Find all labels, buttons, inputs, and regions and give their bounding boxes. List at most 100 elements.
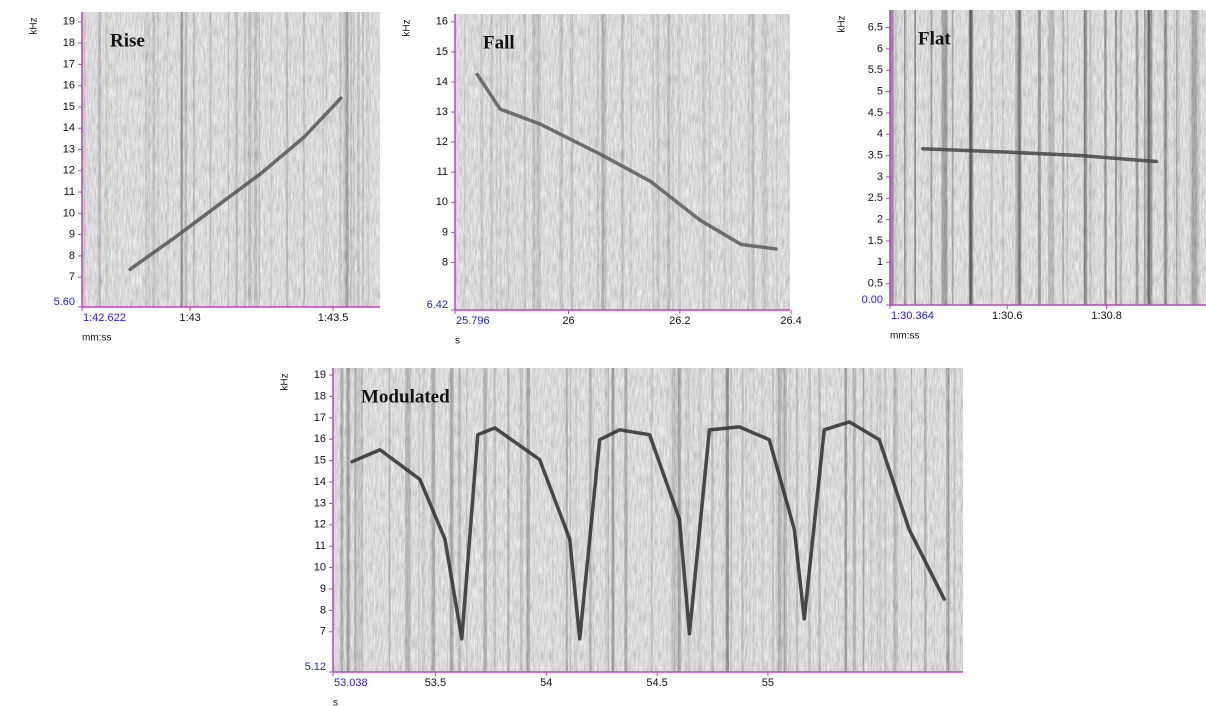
noise-streak — [779, 368, 782, 672]
noise-streak — [524, 14, 526, 310]
y-tick-label: 2.5 — [868, 192, 883, 204]
noise-streak — [968, 10, 972, 305]
noise-streak — [685, 368, 687, 672]
noise-streak — [254, 12, 258, 307]
noise-streak — [97, 12, 101, 307]
noise-streak — [559, 14, 563, 310]
noise-streak — [1066, 10, 1069, 305]
noise-streak — [752, 14, 755, 310]
noise-streak — [777, 368, 782, 672]
noise-streak — [1193, 10, 1197, 305]
noise-streak — [209, 12, 212, 307]
y-tick-label: 12 — [63, 165, 75, 177]
y-tick-label: 19 — [314, 369, 326, 381]
x-axis-label: mm:ss — [82, 333, 111, 344]
noise-streak — [499, 14, 502, 310]
y-tick-label: 19 — [63, 16, 75, 28]
noise-streak — [601, 14, 604, 310]
noise-streak — [463, 14, 466, 310]
noise-streak — [844, 368, 848, 672]
noise-streak — [948, 368, 950, 672]
noise-streak — [752, 368, 755, 672]
noise-streak — [357, 368, 361, 672]
noise-streak — [248, 12, 251, 307]
y-tick-label: 8 — [442, 256, 448, 268]
noise-streak — [611, 368, 615, 672]
noise-streak — [430, 368, 432, 672]
noise-streak — [458, 368, 462, 672]
noise-streak — [192, 12, 195, 307]
y-axis-label: kHz — [29, 17, 40, 34]
y-tick-label: 0.5 — [868, 278, 883, 290]
noise-streak — [184, 12, 188, 307]
x-tick-label: 1:42.622 — [83, 312, 126, 324]
noise-streak — [603, 14, 607, 310]
y-tick-label: 9 — [320, 583, 326, 595]
noise-streak — [692, 368, 695, 672]
spectrogram-background — [890, 10, 1206, 305]
noise-streak — [345, 12, 349, 307]
noise-streak — [893, 10, 898, 305]
noise-streak — [600, 14, 602, 310]
noise-streak — [227, 12, 229, 307]
noise-streak — [764, 14, 768, 310]
noise-streak — [506, 14, 510, 310]
y-tick-label: 18 — [63, 37, 75, 49]
y-tick-label: 16 — [436, 16, 448, 28]
noise-streak — [666, 14, 671, 310]
noise-streak — [258, 12, 261, 307]
noise-streak — [493, 368, 496, 672]
noise-streak — [702, 14, 706, 310]
noise-streak — [552, 368, 554, 672]
noise-streak — [489, 14, 494, 310]
noise-streak — [519, 368, 523, 672]
y-tick-label: 1.5 — [868, 235, 883, 247]
noise-streak — [825, 368, 828, 672]
noise-streak — [325, 12, 327, 307]
spectrogram-panel: 5.12 7 8 9 10 11 12 13 14 15 16 17 18 19 53.038 53.5 54 5… — [280, 368, 963, 706]
noise-streak — [243, 12, 247, 307]
noise-streak — [483, 368, 487, 672]
noise-streak — [711, 368, 714, 672]
noise-streak — [234, 12, 236, 307]
noise-streak — [782, 368, 785, 672]
noise-streak — [990, 10, 993, 305]
plot-area — [455, 14, 790, 310]
noise-streak — [1191, 10, 1195, 305]
noise-streak — [1147, 10, 1151, 305]
y-tick-label: 12 — [436, 136, 448, 148]
y-tick-label: 7 — [320, 626, 326, 638]
noise-streak — [594, 14, 595, 310]
noise-streak — [1176, 10, 1181, 305]
noise-streak — [741, 368, 744, 672]
x-axis-label: mm:ss — [890, 331, 919, 342]
noise-streak — [708, 14, 711, 310]
noise-streak — [366, 368, 368, 672]
y-tick-label: 6.42 — [427, 299, 448, 311]
noise-streak — [672, 368, 675, 672]
noise-streak — [354, 368, 357, 672]
noise-streak — [687, 368, 690, 672]
y-tick-label: 6.5 — [868, 21, 883, 33]
noise-streak — [769, 368, 772, 672]
noise-streak — [605, 368, 607, 672]
x-axis-label: s — [455, 336, 460, 347]
noise-streak — [571, 14, 574, 310]
spectrogram-panel: 0.00 0.5 1 1.5 2 2.5 3 3.5 4 4.5 5 5.5 6 6.5 1:30.364 1… — [837, 10, 1206, 342]
x-axis-label: s — [333, 698, 338, 706]
noise-streak — [818, 368, 821, 672]
noise-streak — [838, 368, 841, 672]
noise-streak — [933, 368, 936, 672]
noise-streak — [652, 14, 654, 310]
noise-streak — [761, 368, 764, 672]
y-tick-label: 13 — [314, 497, 326, 509]
x-tick-label: 55 — [762, 677, 774, 689]
noise-streak — [650, 368, 653, 672]
noise-streak — [1164, 10, 1169, 305]
noise-streak — [667, 14, 671, 310]
noise-streak — [932, 368, 934, 672]
noise-streak — [782, 14, 784, 310]
y-tick-label: 13 — [436, 106, 448, 118]
noise-streak — [357, 12, 360, 307]
y-tick-label: 9 — [442, 226, 448, 238]
